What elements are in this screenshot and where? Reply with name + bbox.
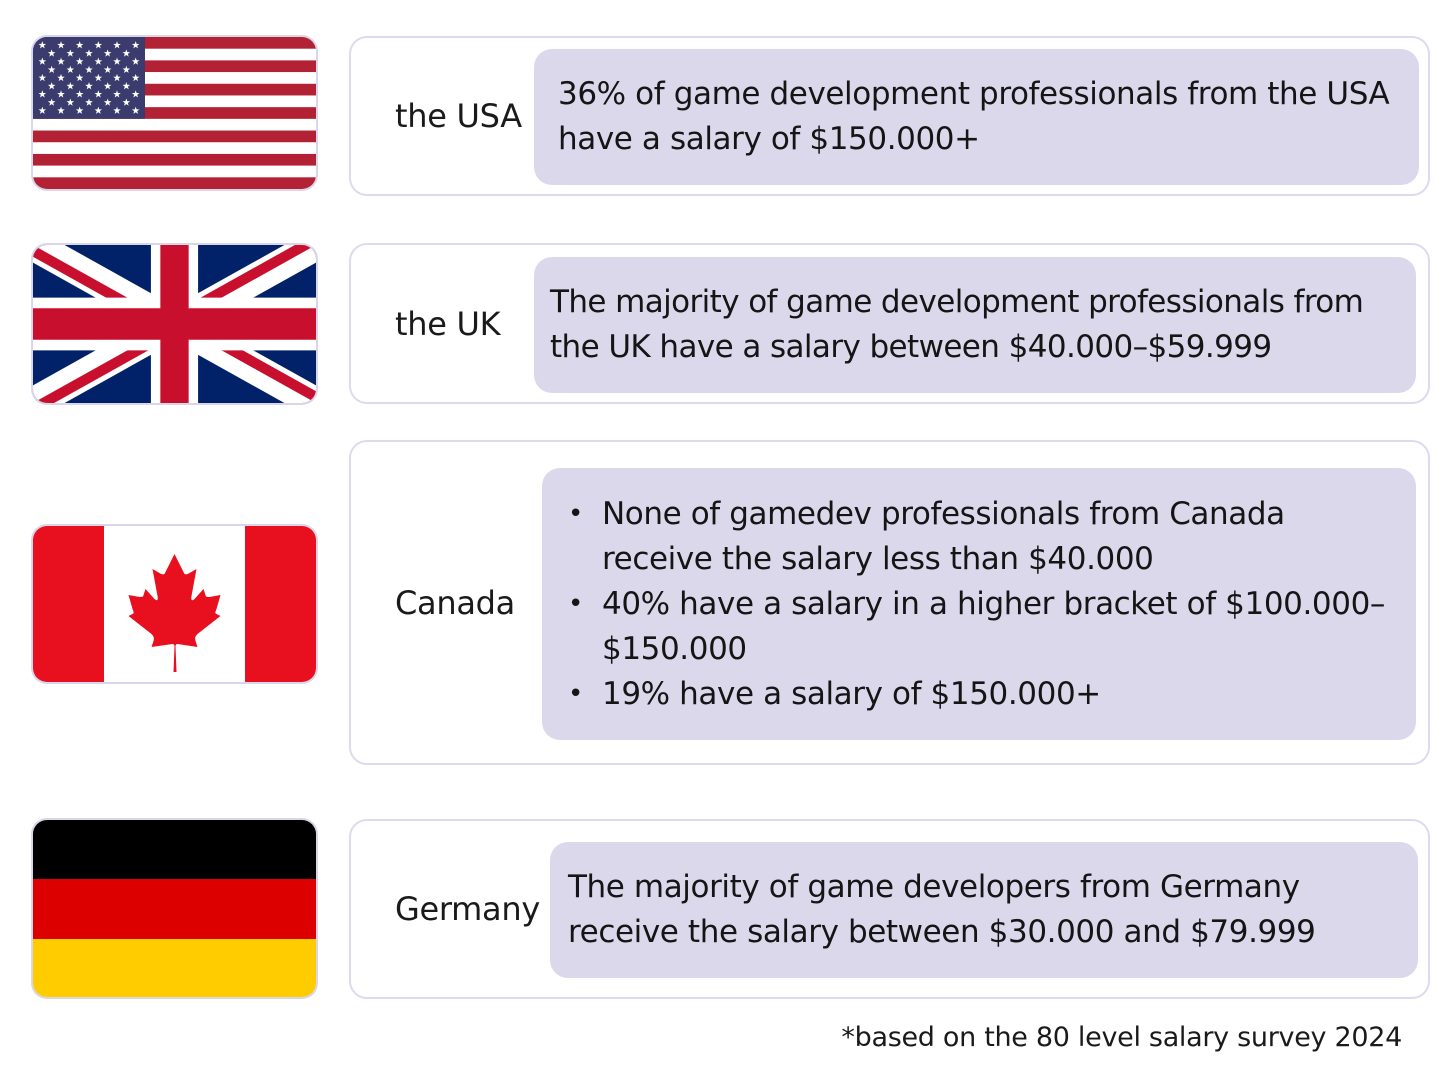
list-item: None of gamedev professionals from Canad… xyxy=(568,492,1400,582)
salary-info-text: 36% of game development professionals fr… xyxy=(558,76,1390,157)
country-card-uk: the UK The majority of game development … xyxy=(349,243,1430,404)
list-item: 40% have a salary in a higher bracket of… xyxy=(568,582,1400,672)
country-label: the USA xyxy=(395,97,522,135)
salary-bullet-list: None of gamedev professionals from Canad… xyxy=(542,492,1400,717)
list-item: 19% have a salary of $150.000+ xyxy=(568,672,1400,717)
salary-info-text: The majority of game developers from Ger… xyxy=(568,869,1316,950)
canada-flag-icon xyxy=(33,526,316,682)
salary-info-text: The majority of game development profess… xyxy=(550,284,1364,365)
germany-flag-icon xyxy=(33,820,316,997)
salary-info-box: 36% of game development professionals fr… xyxy=(534,49,1419,185)
uk-flag-icon xyxy=(33,245,316,403)
country-card-germany: Germany The majority of game developers … xyxy=(349,819,1430,999)
usa-flag-icon xyxy=(33,37,316,189)
maple-leaf-icon xyxy=(128,554,221,672)
country-label: the UK xyxy=(395,305,501,343)
salary-info-box: The majority of game development profess… xyxy=(534,257,1416,393)
country-label: Canada xyxy=(395,584,515,622)
country-label: Germany xyxy=(395,890,540,928)
salary-info-box: The majority of game developers from Ger… xyxy=(550,842,1418,978)
country-card-canada: Canada None of gamedev professionals fro… xyxy=(349,440,1430,765)
country-card-usa: the USA 36% of game development professi… xyxy=(349,36,1430,196)
footnote: *based on the 80 level salary survey 202… xyxy=(841,1022,1402,1053)
salary-info-box: None of gamedev professionals from Canad… xyxy=(542,468,1416,740)
